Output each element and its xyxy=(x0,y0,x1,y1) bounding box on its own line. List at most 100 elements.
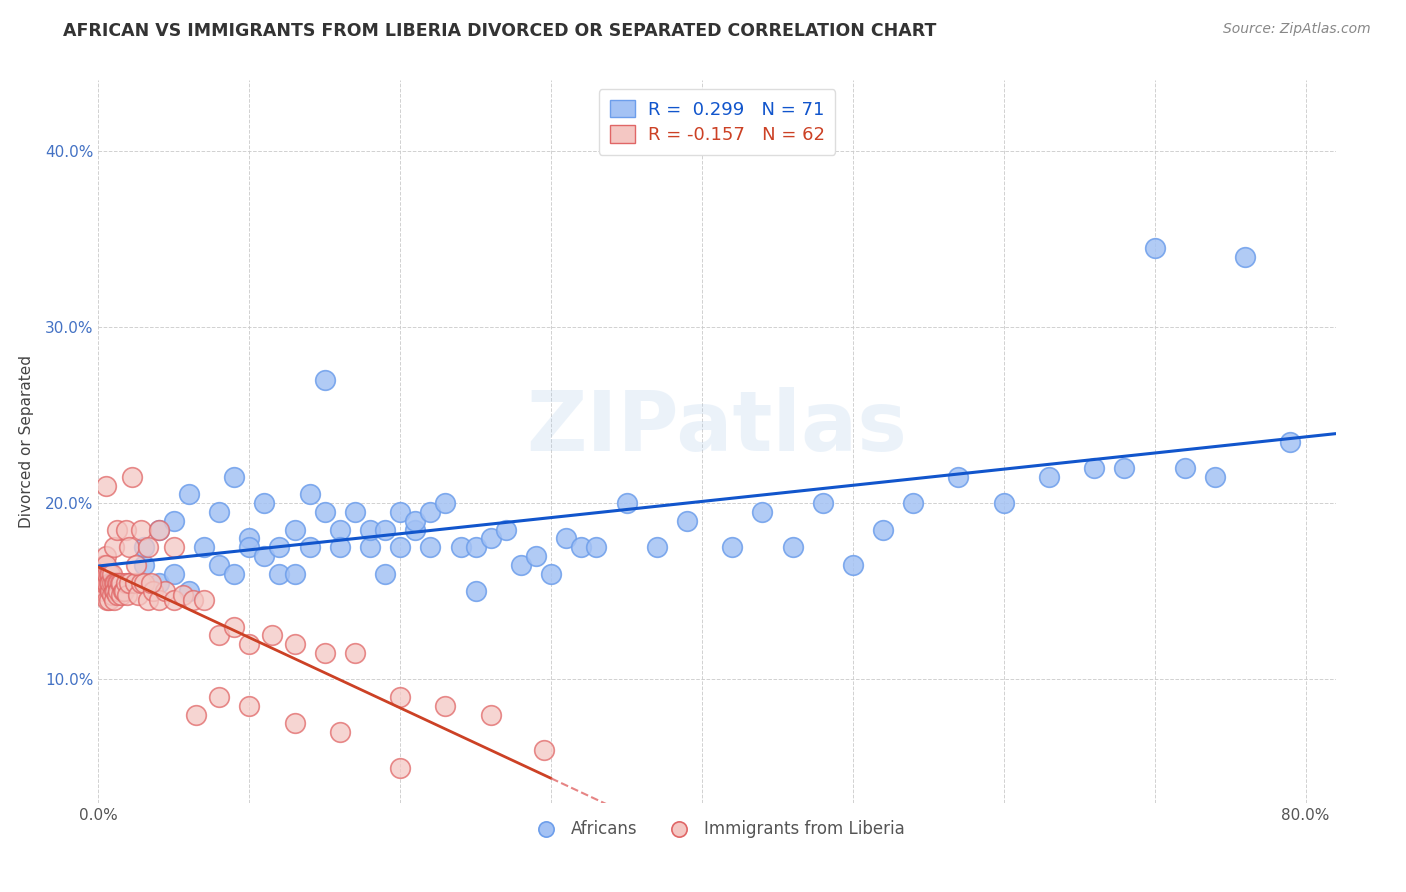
Point xyxy=(148,593,170,607)
Point xyxy=(163,514,186,528)
Point xyxy=(260,628,283,642)
Point xyxy=(208,690,231,704)
Point xyxy=(94,575,117,590)
Y-axis label: Divorced or Separated: Divorced or Separated xyxy=(18,355,34,528)
Point xyxy=(238,637,260,651)
Point xyxy=(172,588,194,602)
Text: Source: ZipAtlas.com: Source: ZipAtlas.com xyxy=(1223,22,1371,37)
Point xyxy=(298,487,321,501)
Point xyxy=(186,707,208,722)
Point xyxy=(107,584,129,599)
Point xyxy=(224,619,246,633)
Point xyxy=(329,725,352,739)
Point xyxy=(105,523,128,537)
Point xyxy=(98,575,121,590)
Point xyxy=(948,470,970,484)
Point xyxy=(98,566,121,581)
Point xyxy=(100,584,122,599)
Point xyxy=(94,549,117,563)
Point xyxy=(1174,461,1197,475)
Point xyxy=(314,373,336,387)
Point xyxy=(208,558,231,572)
Point xyxy=(479,707,502,722)
Point xyxy=(125,558,148,572)
Point xyxy=(193,541,215,555)
Point xyxy=(115,588,138,602)
Point xyxy=(374,523,396,537)
Point xyxy=(108,575,131,590)
Point xyxy=(479,532,502,546)
Point xyxy=(114,523,136,537)
Point xyxy=(569,541,592,555)
Point xyxy=(94,478,117,492)
Point xyxy=(91,566,114,581)
Point xyxy=(314,646,336,660)
Point xyxy=(93,575,115,590)
Point xyxy=(136,593,159,607)
Point xyxy=(110,588,132,602)
Point xyxy=(509,558,531,572)
Point xyxy=(105,575,128,590)
Point xyxy=(1279,434,1302,449)
Point xyxy=(253,549,276,563)
Point xyxy=(104,584,127,599)
Point xyxy=(1114,461,1136,475)
Point xyxy=(127,588,149,602)
Point xyxy=(872,523,894,537)
Point xyxy=(148,575,170,590)
Point xyxy=(811,496,834,510)
Point xyxy=(389,760,412,774)
Point xyxy=(91,584,114,599)
Point xyxy=(208,505,231,519)
Point xyxy=(103,575,125,590)
Point xyxy=(284,523,307,537)
Point xyxy=(284,566,307,581)
Point xyxy=(389,690,412,704)
Point xyxy=(163,541,186,555)
Point xyxy=(269,541,291,555)
Point xyxy=(1083,461,1105,475)
Point xyxy=(148,523,170,537)
Point xyxy=(434,698,457,713)
Point xyxy=(114,575,136,590)
Point xyxy=(183,593,205,607)
Point xyxy=(359,541,381,555)
Point xyxy=(389,541,412,555)
Point xyxy=(110,575,132,590)
Point xyxy=(540,566,562,581)
Text: ZIPatlas: ZIPatlas xyxy=(527,386,907,467)
Point xyxy=(103,584,125,599)
Point xyxy=(464,584,486,599)
Point xyxy=(193,593,215,607)
Point xyxy=(103,593,125,607)
Point xyxy=(253,496,276,510)
Point xyxy=(101,575,124,590)
Point xyxy=(142,584,165,599)
Point xyxy=(645,541,668,555)
Point xyxy=(450,541,472,555)
Point xyxy=(343,505,366,519)
Point xyxy=(1038,470,1060,484)
Point xyxy=(90,575,112,590)
Point xyxy=(359,523,381,537)
Point xyxy=(343,646,366,660)
Point xyxy=(374,566,396,581)
Point xyxy=(121,470,143,484)
Point xyxy=(132,541,155,555)
Point xyxy=(419,541,441,555)
Point xyxy=(98,593,121,607)
Point xyxy=(993,496,1015,510)
Point xyxy=(903,496,925,510)
Point xyxy=(314,505,336,519)
Point xyxy=(238,698,260,713)
Point xyxy=(389,505,412,519)
Point xyxy=(555,532,578,546)
Point xyxy=(96,593,118,607)
Point xyxy=(224,566,246,581)
Point xyxy=(329,523,352,537)
Point xyxy=(136,541,159,555)
Point xyxy=(129,575,152,590)
Point xyxy=(238,532,260,546)
Point xyxy=(129,523,152,537)
Point xyxy=(208,628,231,642)
